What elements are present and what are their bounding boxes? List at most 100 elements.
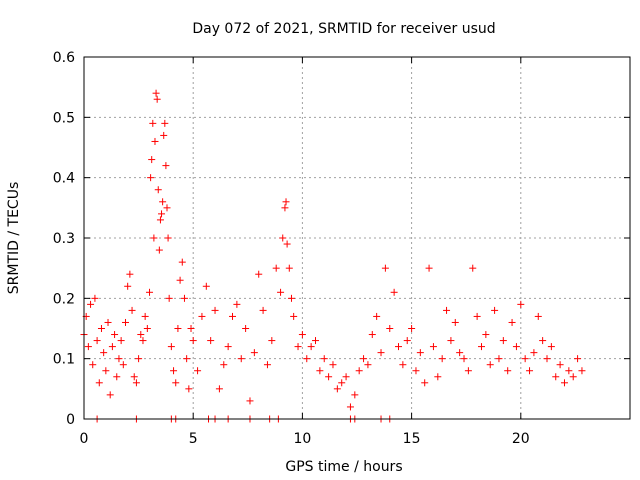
data-point (155, 246, 163, 254)
data-point (342, 373, 350, 381)
data-point (360, 355, 368, 363)
data-point (263, 361, 271, 369)
data-point (491, 306, 499, 314)
y-tick-label: 0.6 (53, 50, 75, 66)
data-point (443, 306, 451, 314)
data-point (460, 355, 468, 363)
data-point (287, 294, 295, 302)
data-point (504, 367, 512, 375)
grid-lines (84, 57, 630, 419)
data-point (373, 312, 381, 320)
data-point (104, 318, 112, 326)
data-point (198, 312, 206, 320)
data-point (316, 367, 324, 375)
data-point (172, 379, 180, 387)
data-point (211, 306, 219, 314)
data-point (84, 343, 92, 351)
data-point (233, 300, 241, 308)
data-point (486, 361, 494, 369)
x-tick-label: 10 (293, 431, 311, 447)
data-point (543, 355, 551, 363)
data-point (154, 186, 162, 194)
data-point (403, 337, 411, 345)
data-point (282, 198, 290, 206)
data-point (574, 355, 582, 363)
data-point (229, 312, 237, 320)
data-point (539, 337, 547, 345)
data-point (556, 361, 564, 369)
y-tick-label: 0.1 (53, 352, 75, 368)
data-point (162, 162, 170, 170)
data-point (565, 367, 573, 375)
data-point (152, 89, 160, 97)
data-point (165, 294, 173, 302)
data-point (106, 391, 114, 399)
data-point (115, 355, 123, 363)
data-point (130, 373, 138, 381)
data-point (143, 325, 151, 332)
data-point (153, 95, 161, 103)
data-point (151, 137, 159, 145)
data-point (552, 373, 560, 381)
data-point (408, 325, 416, 332)
data-point (242, 325, 250, 332)
data-point (93, 337, 101, 345)
data-point (517, 300, 525, 308)
data-point (132, 379, 140, 387)
data-point (394, 343, 402, 351)
data-point (530, 349, 538, 357)
data-point (185, 385, 193, 393)
data-point (547, 343, 555, 351)
data-point (364, 361, 372, 369)
data-point (425, 264, 433, 272)
y-tick-label: 0.2 (53, 291, 75, 307)
data-point (390, 288, 398, 296)
data-point (89, 361, 97, 369)
data-point (272, 264, 280, 272)
data-point (469, 264, 477, 272)
data-point (259, 306, 267, 314)
data-point (224, 343, 232, 351)
data-point (508, 318, 516, 326)
data-point (534, 312, 542, 320)
data-point (268, 337, 276, 345)
data-point (167, 343, 175, 351)
x-axis-label: GPS time / hours (285, 459, 402, 475)
data-point (141, 312, 149, 320)
data-point (381, 264, 389, 272)
x-tick-label: 0 (80, 431, 89, 447)
y-tick-label: 0.3 (53, 231, 75, 247)
data-point (87, 300, 95, 308)
data-point (298, 331, 306, 339)
data-point (294, 343, 302, 351)
data-point (346, 403, 354, 411)
data-point (111, 331, 119, 339)
data-point (159, 198, 167, 206)
y-tick-label: 0.4 (53, 171, 75, 187)
chart-title: Day 072 of 2021, SRMTID for receiver usu… (192, 21, 495, 37)
data-point (158, 210, 166, 218)
data-point (447, 337, 455, 345)
data-point (482, 331, 490, 339)
data-point (377, 349, 385, 357)
x-tick-label: 20 (512, 431, 530, 447)
data-point (161, 119, 169, 127)
data-point (156, 216, 164, 224)
data-point (329, 361, 337, 369)
data-point (160, 131, 168, 139)
data-point (180, 294, 188, 302)
data-point (429, 343, 437, 351)
y-tick-label: 0.5 (53, 110, 75, 126)
data-point (194, 367, 202, 375)
data-point (464, 367, 472, 375)
data-point (237, 355, 245, 363)
data-point (412, 367, 420, 375)
data-point (281, 204, 289, 212)
data-point (283, 240, 291, 248)
data-point (187, 325, 195, 332)
data-point (124, 282, 132, 290)
data-point (178, 258, 186, 266)
data-point (312, 337, 320, 345)
data-point (91, 294, 99, 302)
data-point (303, 355, 311, 363)
